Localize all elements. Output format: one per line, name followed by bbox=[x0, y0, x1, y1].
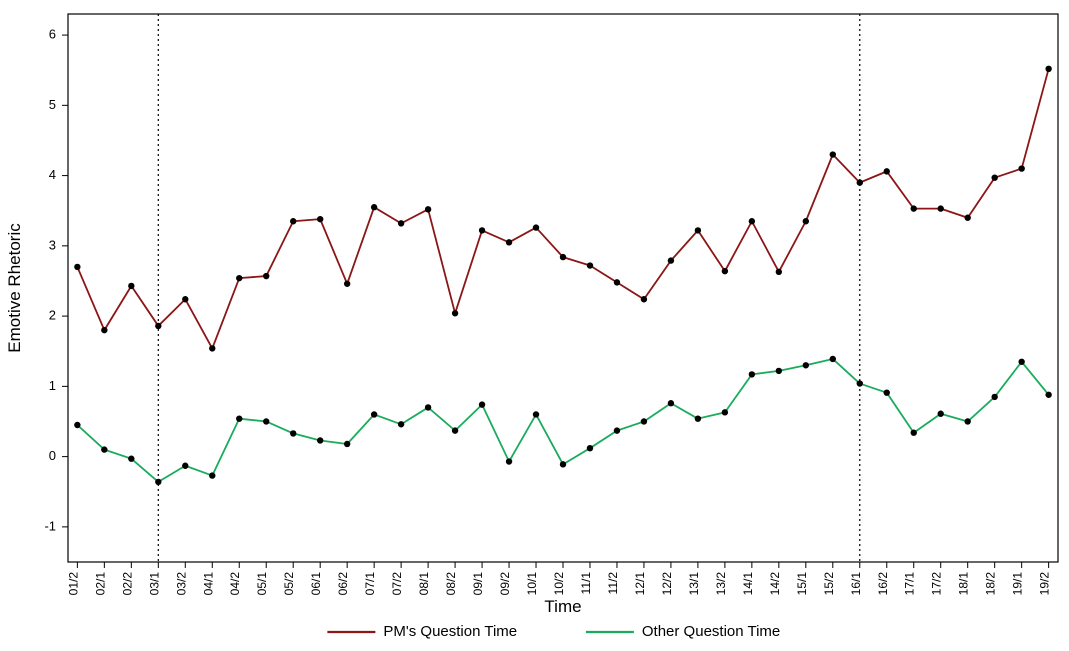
svg-text:11/1: 11/1 bbox=[579, 572, 593, 595]
svg-text:13/1: 13/1 bbox=[687, 572, 701, 596]
svg-text:08/1: 08/1 bbox=[417, 572, 431, 596]
svg-text:11/2: 11/2 bbox=[606, 572, 620, 595]
svg-text:4: 4 bbox=[49, 167, 56, 182]
svg-text:09/2: 09/2 bbox=[498, 572, 512, 596]
svg-text:17/1: 17/1 bbox=[903, 572, 917, 596]
svg-text:17/2: 17/2 bbox=[930, 572, 944, 596]
svg-text:13/2: 13/2 bbox=[714, 572, 728, 596]
svg-text:19/1: 19/1 bbox=[1011, 572, 1025, 596]
chart-container: -1 0 1 2 3 4 5 6 Emotive Rhetoric 01/2 02/1 02/2 03/… bbox=[0, 0, 1069, 651]
svg-text:18/1: 18/1 bbox=[957, 572, 971, 596]
svg-text:18/2: 18/2 bbox=[984, 572, 998, 596]
svg-text:6: 6 bbox=[49, 27, 56, 42]
svg-text:07/1: 07/1 bbox=[363, 572, 377, 596]
svg-text:1: 1 bbox=[49, 378, 56, 393]
line-chart: -1 0 1 2 3 4 5 6 Emotive Rhetoric 01/2 02/1 02/2 03/… bbox=[0, 0, 1069, 651]
svg-text:12/1: 12/1 bbox=[633, 572, 647, 596]
svg-text:3: 3 bbox=[49, 237, 56, 252]
svg-text:15/2: 15/2 bbox=[822, 572, 836, 596]
svg-text:15/1: 15/1 bbox=[795, 572, 809, 596]
svg-text:Time: Time bbox=[544, 597, 581, 616]
svg-text:2: 2 bbox=[49, 308, 56, 323]
svg-text:19/2: 19/2 bbox=[1038, 572, 1052, 596]
svg-text:06/1: 06/1 bbox=[309, 572, 323, 596]
svg-text:05/2: 05/2 bbox=[282, 572, 296, 596]
svg-text:16/2: 16/2 bbox=[876, 572, 890, 596]
svg-text:04/2: 04/2 bbox=[228, 572, 242, 596]
svg-text:14/2: 14/2 bbox=[768, 572, 782, 596]
svg-text:02/1: 02/1 bbox=[93, 572, 107, 596]
svg-text:05/1: 05/1 bbox=[255, 572, 269, 596]
svg-text:03/1: 03/1 bbox=[147, 572, 161, 596]
svg-text:PM's Question Time: PM's Question Time bbox=[383, 623, 517, 640]
svg-text:16/1: 16/1 bbox=[849, 572, 863, 596]
svg-text:0: 0 bbox=[49, 448, 56, 463]
svg-text:Emotive Rhetoric: Emotive Rhetoric bbox=[5, 223, 24, 353]
svg-text:Other Question Time: Other Question Time bbox=[642, 623, 780, 640]
svg-text:04/1: 04/1 bbox=[201, 572, 215, 596]
svg-text:09/1: 09/1 bbox=[471, 572, 485, 596]
svg-text:03/2: 03/2 bbox=[174, 572, 188, 596]
svg-text:10/2: 10/2 bbox=[552, 572, 566, 596]
svg-text:08/2: 08/2 bbox=[444, 572, 458, 596]
svg-text:06/2: 06/2 bbox=[336, 572, 350, 596]
svg-text:01/2: 01/2 bbox=[66, 572, 80, 596]
svg-text:07/2: 07/2 bbox=[390, 572, 404, 596]
svg-text:10/1: 10/1 bbox=[525, 572, 539, 596]
svg-text:02/2: 02/2 bbox=[120, 572, 134, 596]
svg-text:12/2: 12/2 bbox=[660, 572, 674, 596]
svg-text:-1: -1 bbox=[44, 518, 56, 533]
svg-text:14/1: 14/1 bbox=[741, 572, 755, 596]
svg-text:5: 5 bbox=[49, 97, 56, 112]
